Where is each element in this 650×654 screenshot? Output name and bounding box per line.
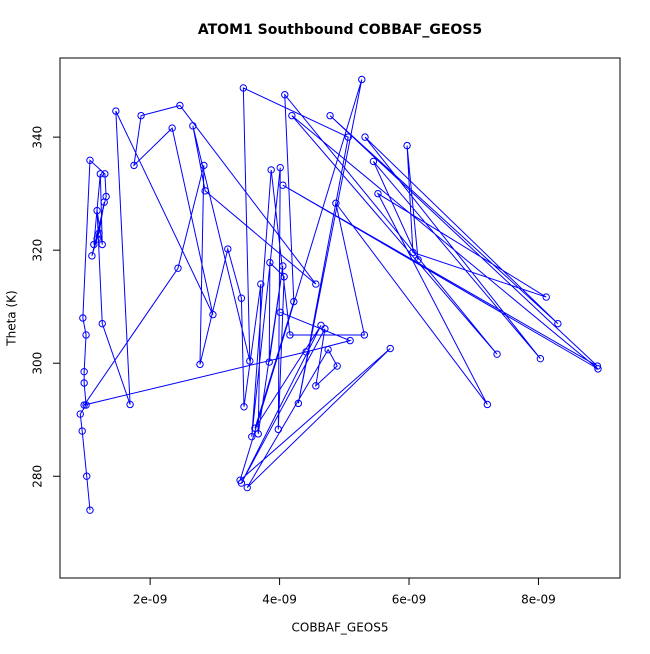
point: [239, 84, 248, 92]
point: [346, 336, 354, 345]
point: [326, 111, 334, 120]
point: [80, 367, 88, 376]
point: [593, 362, 602, 370]
point: [409, 248, 417, 257]
point: [414, 256, 422, 264]
point: [360, 331, 369, 339]
point: [137, 111, 145, 120]
y-tick-label: 340: [31, 126, 45, 149]
point: [493, 350, 501, 358]
point: [361, 133, 369, 141]
point: [98, 240, 106, 249]
y-tick-label: 300: [31, 352, 45, 375]
point: [80, 401, 88, 409]
point: [358, 75, 366, 84]
point: [279, 262, 287, 270]
point: [80, 379, 88, 387]
point: [200, 161, 208, 170]
point: [374, 189, 382, 198]
point: [290, 297, 298, 306]
point: [176, 101, 184, 110]
point: [189, 122, 197, 130]
point: [257, 280, 265, 288]
point: [344, 133, 352, 141]
point: [101, 170, 109, 178]
chart-title: ATOM1 Southbound COBBAF_GEOS5: [198, 22, 482, 38]
point: [279, 181, 287, 189]
point: [542, 293, 550, 301]
plot-box: [59, 57, 621, 579]
point: [88, 252, 96, 260]
point: [265, 358, 273, 366]
point: [76, 410, 84, 418]
point: [93, 206, 101, 215]
x-tick-label: 6e-09: [392, 593, 427, 607]
point: [276, 308, 284, 317]
point: [294, 399, 303, 408]
point: [86, 156, 94, 165]
point: [333, 362, 341, 370]
point: [276, 163, 284, 172]
point: [196, 360, 204, 369]
point: [95, 229, 103, 237]
point: [536, 354, 545, 363]
point: [86, 506, 94, 514]
point: [112, 107, 120, 115]
point: [90, 240, 98, 249]
point: [98, 319, 106, 328]
point: [237, 294, 246, 302]
point: [224, 245, 232, 253]
point: [274, 425, 282, 434]
point: [324, 345, 332, 354]
x-tick-label: 2e-09: [133, 593, 168, 607]
point: [237, 479, 246, 487]
y-tick-label: 320: [31, 239, 45, 262]
point: [100, 198, 108, 206]
x-axis-label: COBBAF_GEOS5: [292, 621, 389, 635]
point: [288, 111, 296, 120]
point: [280, 273, 288, 281]
point: [332, 199, 340, 207]
point: [168, 124, 176, 132]
point: [369, 157, 378, 166]
point: [240, 403, 248, 411]
point: [248, 432, 256, 441]
point: [554, 319, 562, 328]
point: [251, 424, 259, 432]
point: [266, 258, 274, 267]
point: [594, 365, 602, 373]
point: [209, 310, 217, 319]
y-tick-label: 280: [31, 465, 45, 488]
point: [96, 170, 105, 178]
point: [83, 472, 91, 480]
point: [126, 400, 134, 409]
point: [82, 401, 90, 409]
point: [483, 400, 492, 409]
point: [403, 141, 411, 150]
point: [317, 321, 325, 330]
point: [312, 382, 320, 390]
point: [82, 331, 90, 339]
point: [174, 264, 182, 272]
point: [79, 314, 87, 322]
point: [267, 166, 275, 174]
point: [386, 344, 394, 353]
point: [281, 91, 289, 99]
point: [130, 161, 138, 170]
point: [201, 187, 209, 195]
point: [286, 331, 294, 339]
x-tick-label: 4e-09: [262, 593, 297, 607]
point: [254, 430, 262, 438]
point: [302, 348, 310, 356]
x-tick-label: 8e-09: [521, 593, 556, 607]
point: [78, 427, 86, 435]
point: [312, 280, 320, 288]
y-axis-label: Theta (K): [5, 290, 19, 346]
point: [243, 483, 251, 492]
point: [246, 357, 254, 365]
